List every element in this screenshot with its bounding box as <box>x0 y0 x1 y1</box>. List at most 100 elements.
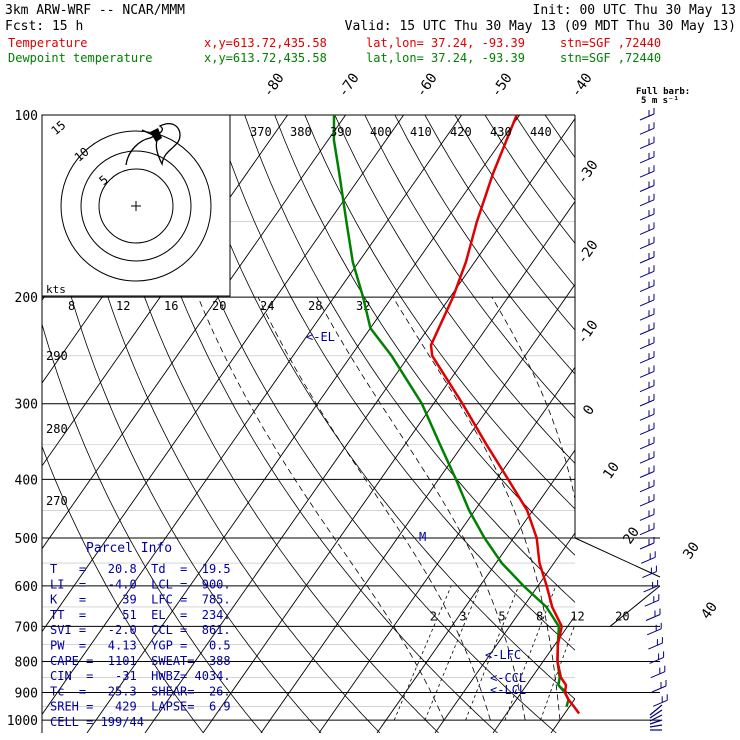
isotherm-30 <box>609 115 740 733</box>
wind-barb-staff <box>653 699 668 707</box>
hodograph-cluster <box>150 128 162 142</box>
wind-barb <box>639 522 655 536</box>
wind-barb <box>644 594 660 607</box>
isotherm-label--40: -40 <box>568 70 596 100</box>
isotherm-label--30: -30 <box>574 157 602 187</box>
hodograph-speed-axis: 8 12 16 20 24 28 32 <box>68 299 370 313</box>
wind-barb <box>643 579 659 593</box>
wind-barb <box>639 322 655 335</box>
isotherm--50 <box>144 117 575 733</box>
wind-barb-staff <box>639 170 655 178</box>
parcel-info-title: Parcel Info <box>86 541 172 556</box>
parcel-info-row: SVI = -2.0 CCL = 861. <box>50 623 231 637</box>
isotherm-label--50: -50 <box>488 70 516 100</box>
dry-adiabat-350 <box>334 115 575 464</box>
wind-barb-staff <box>645 614 661 621</box>
pressure-label-700: 700 <box>15 620 38 635</box>
wind-barb <box>639 108 655 121</box>
wind-barb <box>650 665 666 679</box>
dewpoint-trace <box>332 114 570 708</box>
speed-tick-12: 12 <box>116 299 130 313</box>
mixing-ratio-labels: 2 3 5 8 12 20 <box>430 609 630 623</box>
dry-adiabat-380 <box>424 115 575 331</box>
m-marker: M <box>419 530 426 544</box>
wind-barb-staff <box>639 270 655 278</box>
wind-barb-column <box>639 108 668 731</box>
moist-adiabat-0 <box>197 297 445 721</box>
dry-adiabat-460 <box>665 115 740 733</box>
dry-adiabat-290 <box>154 115 557 733</box>
dry-adiabat-340 <box>304 115 575 510</box>
wind-barb-staff <box>639 542 655 550</box>
dry-adiabat-390 <box>454 115 575 288</box>
wind-barb-staff <box>642 571 657 579</box>
extension-line-1 <box>574 537 661 578</box>
isotherm-label--20: -20 <box>574 237 602 267</box>
moist-adiabat-26 <box>491 296 575 501</box>
isotherm-label-0: 0 <box>580 402 598 418</box>
isotherm--70 <box>42 115 462 716</box>
theta-label-370: 370 <box>250 125 272 139</box>
mixing-line-2 <box>393 585 452 721</box>
wind-barb <box>648 637 663 650</box>
xy-readout-red: x,y=613.72,435.58 <box>204 36 327 50</box>
dry-adiabat-360 <box>364 115 575 419</box>
wind-barb <box>639 351 655 364</box>
mixing-ratio-lines <box>393 585 575 721</box>
wind-barb-staff <box>639 428 655 436</box>
wind-barb <box>649 651 665 664</box>
wind-barb-staff <box>639 127 655 135</box>
wind-barb <box>653 694 668 707</box>
mixing-line-3 <box>424 585 481 721</box>
latlon-readout-green: lat,lon= 37.24, -93.39 <box>366 51 525 65</box>
wind-barb-staff <box>649 656 664 664</box>
dry-adiabat-label-270: 270 <box>46 494 68 508</box>
pressure-label-500: 500 <box>15 532 38 547</box>
station-readout-green: stn=SGF ,72440 <box>560 51 661 65</box>
isotherm--10 <box>376 449 575 733</box>
dry-adiabat-310 <box>214 115 575 651</box>
wind-barb-staff <box>639 356 655 364</box>
ccl-marker: <-CCL <box>490 671 526 685</box>
wind-barb <box>639 179 655 192</box>
wind-barb <box>639 308 655 321</box>
hodograph: 5 10 15 kts <box>41 114 231 297</box>
mixing-label-3: 3 <box>459 609 466 623</box>
wind-barb <box>639 165 655 178</box>
dry-adiabat-labels: 290 280 270 <box>46 349 68 508</box>
moist-adiabat-8 <box>257 297 491 721</box>
mixing-label-5: 5 <box>498 609 505 623</box>
wind-barb-staff <box>639 113 655 121</box>
mixing-line-5 <box>465 585 520 721</box>
isotherm--40 <box>202 200 575 733</box>
dry-adiabat-230 <box>42 445 204 733</box>
theta-label-390: 390 <box>330 125 352 139</box>
moist-adiabats <box>197 296 575 721</box>
wind-barb-staff <box>639 485 655 493</box>
dry-adiabat-440 <box>605 115 740 733</box>
wind-barb-staff <box>639 413 655 421</box>
isotherm-labels: -80 -70 -60 -50 -40 -30 -20 -10 0 10 20 30 40 <box>260 70 721 622</box>
legend-temperature: Temperature <box>8 36 87 50</box>
pressure-label-900: 900 <box>15 686 38 701</box>
parcel-info-row: LI = -4.0 LCL = 900. <box>50 577 231 591</box>
wind-barb <box>639 193 655 207</box>
speed-tick-28: 28 <box>308 299 322 313</box>
model-title: 3km ARW-WRF -- NCAR/MMM <box>5 3 185 18</box>
legend-dewpoint: Dewpoint temperature <box>8 51 153 65</box>
isotherm--90 <box>42 115 346 550</box>
skew-extension-lines <box>574 537 661 627</box>
wind-barb-staff <box>639 456 655 464</box>
wind-barb <box>639 279 655 293</box>
theta-label-440: 440 <box>530 125 552 139</box>
mixing-label-2: 2 <box>430 609 437 623</box>
isotherm-label-20: 20 <box>620 524 643 547</box>
parcel-info-row: CIN = -31 HWBZ= 4034. <box>50 669 231 683</box>
theta-label-410: 410 <box>410 125 432 139</box>
mixing-label-12: 12 <box>570 609 584 623</box>
isotherm-label-30: 30 <box>680 539 703 562</box>
dry-adiabat-320 <box>244 115 575 603</box>
pressure-label-300: 300 <box>15 398 38 413</box>
isotherm--20 <box>318 366 575 733</box>
